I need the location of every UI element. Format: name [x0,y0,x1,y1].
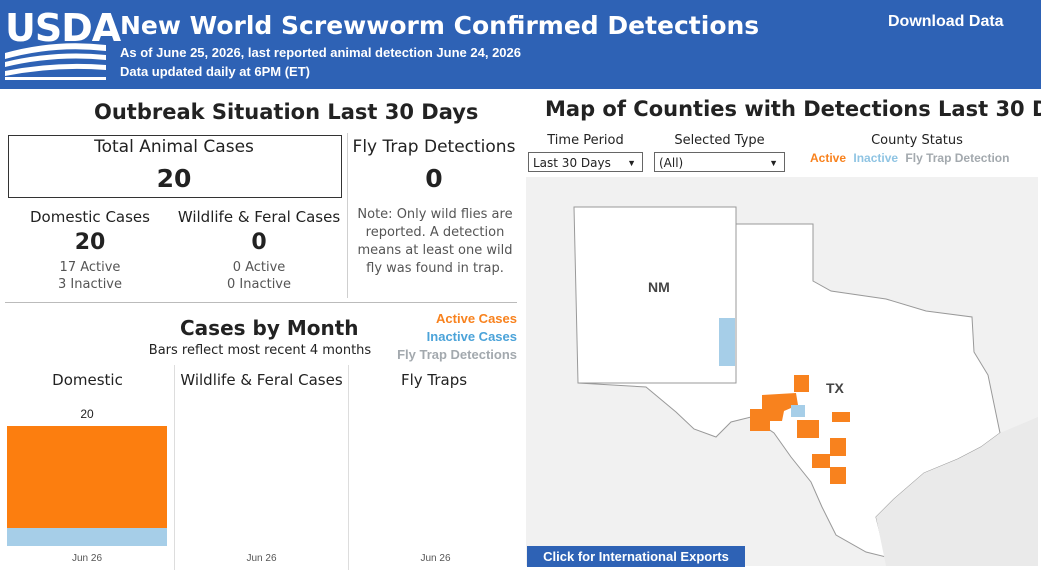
time-period-select[interactable]: Last 30 Days ▼ [528,152,643,172]
state-label-tx: TX [826,380,845,396]
total-cases-label: Total Animal Cases [94,137,254,157]
selected-type-select[interactable]: (All) ▼ [654,152,785,172]
domestic-date-label: Jun 26 [71,553,103,564]
chevron-down-icon: ▼ [769,158,778,168]
wildlife-cases-value: 0 [251,230,267,255]
tx-inactive-county [791,405,805,417]
panel-divider [174,365,175,570]
legend-active-cases: Active Cases [436,311,517,326]
wildlife-cases-label: Wildlife & Feral Cases [177,208,341,226]
international-exports-button[interactable]: Click for International Exports [527,546,745,567]
usda-logo-swoosh-icon [5,43,106,80]
panel-fly-traps-label: Fly Traps [400,371,468,389]
panel-domestic-label: Domestic [52,371,123,389]
status-inactive-toggle[interactable]: Inactive [853,151,899,165]
wildlife-active: 0 Active [232,260,286,275]
usda-logo: USDA [5,6,121,80]
tx-active-county [812,454,830,468]
fly-trap-label: Fly Trap Detections [352,137,516,157]
panel-divider [348,365,349,570]
wildlife-date-label: Jun 26 [246,553,277,564]
usda-logo-text: USDA [5,6,121,50]
domestic-inactive-bar[interactable] [7,528,167,546]
panel-wildlife-label: Wildlife & Feral Cases [180,371,343,389]
cases-by-month-subtitle: Bars reflect most recent 4 months [148,343,372,358]
tx-active-county [762,393,798,421]
outbreak-title: Outbreak Situation Last 30 Days [94,100,479,124]
fly-traps-date-label: Jun 26 [420,553,451,564]
total-cases-value: 20 [156,164,192,193]
county-map[interactable]: NM TX [526,177,1038,566]
cases-by-month-title: Cases by Month [180,316,359,340]
domestic-cases-value: 20 [74,230,106,255]
wildlife-inactive: 0 Inactive [227,277,291,292]
map-title: Map of Counties with Detections Last 30 … [545,97,1041,121]
tx-active-county [832,412,850,422]
tx-active-county [794,375,809,392]
section-divider [5,302,517,303]
tx-active-county [797,420,819,438]
fly-trap-value: 0 [425,164,443,193]
legend-inactive-cases: Inactive Cases [426,329,517,344]
tx-active-county [750,409,770,431]
gulf-of-mexico [876,417,1038,566]
update-schedule: Data updated daily at 6PM (ET) [120,64,310,79]
county-status-label: County Status [871,133,963,148]
selected-type-value: (All) [659,156,684,170]
status-active-toggle[interactable]: Active [810,151,847,165]
header-banner: USDA New World Screwworm Confirmed Detec… [0,0,1041,89]
tx-active-county [830,438,846,456]
chevron-down-icon: ▼ [627,158,636,168]
as-of-date: As of June 25, 2026, last reported anima… [120,45,521,60]
county-map-canvas: NM TX [573,206,1038,566]
selected-type-label: Selected Type [674,133,765,148]
domestic-active: 17 Active [59,260,121,275]
download-data-link[interactable]: Download Data [888,13,1004,30]
status-fly-trap-toggle[interactable]: Fly Trap Detection [905,151,1010,165]
domestic-bar-total-label: 20 [80,407,94,421]
legend-fly-trap-detections: Fly Trap Detections [397,347,517,362]
page-title: New World Screwworm Confirmed Detections [120,11,760,40]
tx-active-county [830,467,846,484]
fly-trap-note: Note: Only wild flies are reported. A de… [357,207,513,276]
time-period-label: Time Period [547,133,624,148]
time-period-value: Last 30 Days [533,156,611,170]
state-label-nm: NM [648,279,670,295]
total-cases-box [8,135,342,198]
domestic-inactive: 3 Inactive [58,277,122,292]
outbreak-divider [347,133,348,298]
domestic-cases-label: Domestic Cases [30,208,150,226]
domestic-active-bar[interactable] [7,426,167,528]
state-nm [573,206,737,384]
nm-inactive-county [719,318,735,366]
